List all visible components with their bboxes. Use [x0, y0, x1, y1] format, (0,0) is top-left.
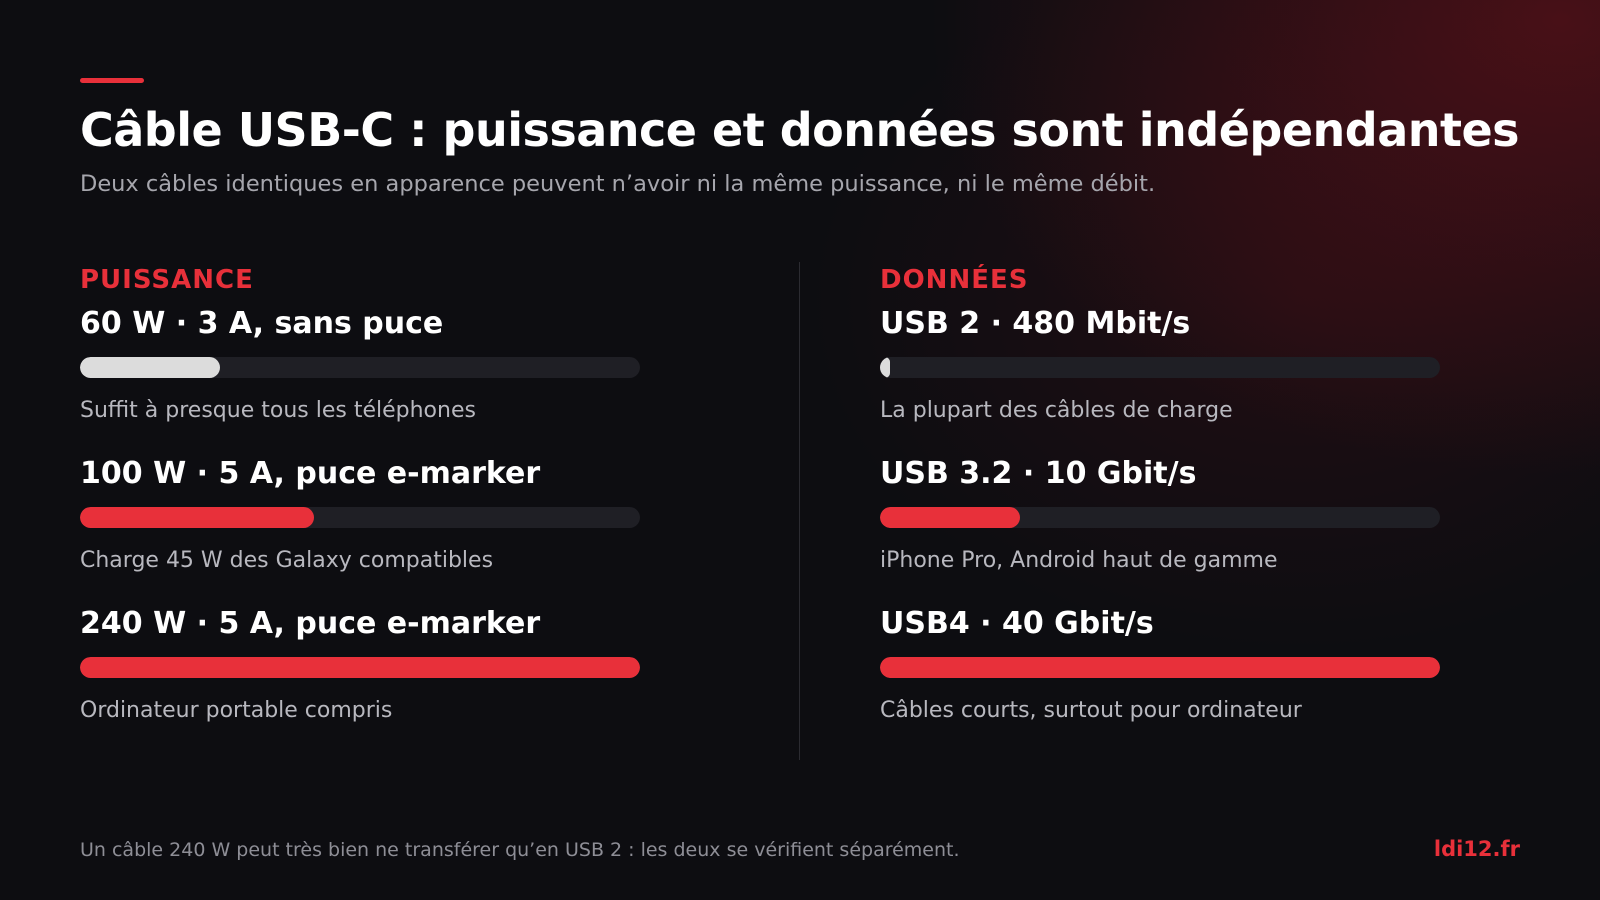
data-bar-fill: [880, 357, 890, 378]
power-item-label: 100 W · 5 A, puce e-marker: [80, 456, 541, 491]
data-item: USB 3.2 · 10 Gbit/s iPhone Pro, Android …: [880, 452, 1440, 602]
data-heading: DONNÉES: [880, 265, 1029, 295]
power-heading: PUISSANCE: [80, 265, 254, 295]
power-bar-fill: [80, 507, 314, 528]
power-bar-fill: [80, 357, 220, 378]
data-column: DONNÉES USB 2 · 480 Mbit/s La plupart de…: [880, 258, 1440, 752]
column-divider: [799, 262, 800, 760]
power-item-note: Suffit à presque tous les téléphones: [80, 398, 476, 423]
power-item-label: 240 W · 5 A, puce e-marker: [80, 606, 541, 641]
data-bar-track: [880, 657, 1440, 678]
power-bar-fill: [80, 657, 640, 678]
data-bar-fill: [880, 507, 1020, 528]
power-item-note: Charge 45 W des Galaxy compatibles: [80, 548, 494, 573]
power-item: 60 W · 3 A, sans puce Suffit à presque t…: [80, 302, 640, 452]
title-accent-bar: [80, 78, 144, 83]
data-item-note: Câbles courts, surtout pour ordinateur: [880, 698, 1302, 723]
page-title: Câble USB-C : puissance et données sont …: [80, 103, 1520, 157]
power-item: 240 W · 5 A, puce e-marker Ordinateur po…: [80, 602, 640, 752]
power-bar-track: [80, 507, 640, 528]
data-item-note: La plupart des câbles de charge: [880, 398, 1233, 423]
data-item-label: USB 3.2 · 10 Gbit/s: [880, 456, 1197, 491]
data-bar-track: [880, 507, 1440, 528]
power-item: 100 W · 5 A, puce e-marker Charge 45 W d…: [80, 452, 640, 602]
data-item: USB 2 · 480 Mbit/s La plupart des câbles…: [880, 302, 1440, 452]
data-item: USB4 · 40 Gbit/s Câbles courts, surtout …: [880, 602, 1440, 752]
power-item-label: 60 W · 3 A, sans puce: [80, 306, 444, 341]
power-item-note: Ordinateur portable compris: [80, 698, 393, 723]
power-bar-track: [80, 357, 640, 378]
footer-note: Un câble 240 W peut très bien ne transfé…: [80, 839, 960, 861]
data-bar-track: [880, 357, 1440, 378]
power-column: PUISSANCE 60 W · 3 A, sans puce Suffit à…: [80, 258, 640, 752]
data-item-label: USB4 · 40 Gbit/s: [880, 606, 1154, 641]
data-item-label: USB 2 · 480 Mbit/s: [880, 306, 1191, 341]
brand-link[interactable]: ldi12.fr: [1433, 837, 1520, 861]
data-item-note: iPhone Pro, Android haut de gamme: [880, 548, 1278, 573]
page-subtitle: Deux câbles identiques en apparence peuv…: [80, 171, 1156, 197]
power-bar-track: [80, 657, 640, 678]
data-bar-fill: [880, 657, 1440, 678]
